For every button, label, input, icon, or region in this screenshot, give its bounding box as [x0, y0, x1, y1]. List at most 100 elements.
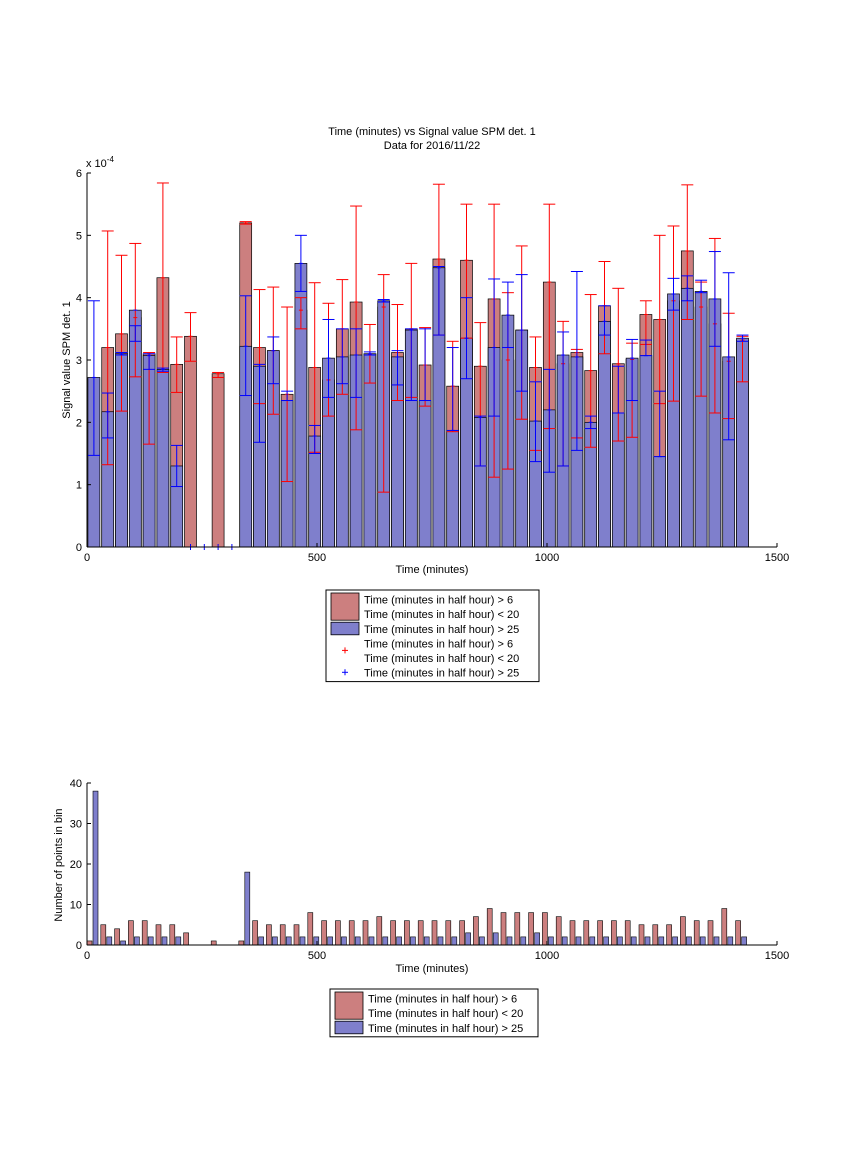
- legend-label: Time (minutes in half hour) > 6: [368, 994, 517, 1006]
- y-tick-label: 6: [76, 168, 82, 180]
- count-bar: [266, 924, 272, 946]
- count-bar: [603, 936, 609, 946]
- x-tick-label: 1500: [765, 552, 789, 564]
- count-bar: [134, 936, 140, 946]
- count-bar: [114, 928, 120, 946]
- signal-bars: [87, 222, 749, 548]
- count-bar: [617, 936, 623, 946]
- count-bar: [362, 920, 369, 946]
- count-bar: [473, 916, 479, 946]
- x-tick-label: 500: [308, 552, 326, 564]
- count-bar: [569, 920, 576, 946]
- x-axis-label: Time (minutes): [396, 564, 469, 576]
- count-bar: [238, 940, 245, 946]
- signal-bar: [680, 287, 694, 548]
- legend-swatch: [334, 991, 364, 1020]
- signal-legend: Time (minutes in half hour) > 6 Time (min…: [325, 589, 540, 683]
- count-bar: [100, 924, 107, 946]
- signal-bar: [418, 400, 432, 548]
- y-tick-label: 10: [70, 900, 82, 912]
- count-bar: [390, 920, 396, 946]
- count-bar: [183, 932, 189, 946]
- count-bar: [175, 936, 182, 946]
- count-bar: [520, 936, 527, 946]
- legend-label: Time (minutes in half hour) > 6: [364, 638, 513, 650]
- x-tick-label: 1000: [535, 552, 559, 564]
- signal-axes: 0 500 1000 1500 0 1 2 3 4 5 6: [76, 168, 789, 564]
- count-bar: [348, 920, 355, 946]
- count-legend: Time (minutes in half hour) > 6 Time (min…: [329, 988, 539, 1038]
- y-tick-label: 2: [76, 417, 82, 429]
- x-tick-label: 500: [308, 950, 326, 962]
- legend-label: Time (minutes in half hour) < 20: [364, 653, 519, 665]
- count-bar: [492, 932, 499, 946]
- count-bars: [86, 790, 747, 946]
- legend-swatch: [330, 621, 360, 636]
- count-bar: [741, 936, 747, 946]
- count-bar: [410, 936, 416, 946]
- count-bar: [321, 920, 327, 946]
- count-bar: [368, 936, 375, 946]
- y-tick-label: 40: [70, 778, 82, 790]
- legend-label: Time (minutes in half hour) < 20: [368, 1008, 523, 1020]
- signal-bar: [184, 335, 197, 548]
- count-bar: [451, 936, 458, 946]
- count-bar: [459, 920, 465, 946]
- x-tick-label: 1500: [765, 950, 789, 962]
- legend-swatch: [334, 1020, 364, 1035]
- count-bar: [147, 936, 154, 946]
- count-bar: [514, 912, 521, 946]
- count-bar: [589, 936, 596, 946]
- count-bar: [680, 916, 686, 946]
- y-tick-label: 1: [76, 480, 82, 492]
- count-bar: [382, 936, 389, 946]
- count-bar: [555, 916, 562, 946]
- x-tick-label: 1000: [535, 950, 559, 962]
- count-bar: [445, 920, 452, 946]
- count-bar: [713, 936, 720, 946]
- legend-label: Time (minutes in half hour) < 20: [364, 609, 519, 621]
- y-axis-label: Signal value SPM det. 1: [61, 301, 73, 418]
- count-chart: 0 500 1000 1500 0 10 20 30 40 Time (minutes) Num…: [53, 778, 789, 1038]
- y-tick-label: 5: [76, 230, 82, 242]
- count-bar: [335, 920, 341, 946]
- signal-bar: [653, 456, 667, 548]
- count-bar: [417, 920, 424, 946]
- count-bar: [727, 936, 734, 946]
- x-tick-label: 0: [84, 950, 90, 962]
- count-bar: [658, 936, 665, 946]
- count-bar: [699, 936, 706, 946]
- count-bar: [404, 920, 410, 946]
- count-bar: [672, 936, 678, 946]
- signal-bar: [446, 430, 460, 548]
- count-bar: [542, 912, 548, 946]
- count-bar: [686, 936, 692, 946]
- count-bar: [258, 936, 264, 946]
- legend-label: Time (minutes in half hour) > 25: [364, 668, 519, 680]
- count-bar: [376, 916, 383, 946]
- count-bar: [285, 936, 292, 946]
- legend-box: [325, 589, 540, 683]
- signal-chart: Time (minutes) vs Signal value SPM det. …: [61, 126, 789, 683]
- count-bar: [561, 936, 568, 946]
- legend-label: Time (minutes in half hour) > 25: [364, 624, 519, 636]
- y-tick-label: 20: [70, 859, 82, 871]
- count-bar: [106, 936, 113, 946]
- signal-bar: [211, 373, 225, 548]
- count-bar: [244, 871, 251, 946]
- count-bar: [299, 936, 306, 946]
- count-bar: [128, 920, 134, 946]
- count-bar: [707, 920, 714, 946]
- y-exponent-label: x 10-4: [86, 155, 114, 170]
- count-bar: [396, 936, 402, 946]
- count-bar: [437, 936, 444, 946]
- count-bar: [313, 936, 320, 946]
- count-bar: [293, 924, 300, 946]
- count-bar: [611, 920, 617, 946]
- signal-bar: [156, 369, 170, 548]
- count-bar: [644, 936, 651, 946]
- count-bar: [528, 912, 534, 946]
- y-axis-label-2: Number of points in bin: [53, 808, 65, 921]
- count-bar: [735, 920, 741, 946]
- x-tick-label: 0: [84, 552, 90, 564]
